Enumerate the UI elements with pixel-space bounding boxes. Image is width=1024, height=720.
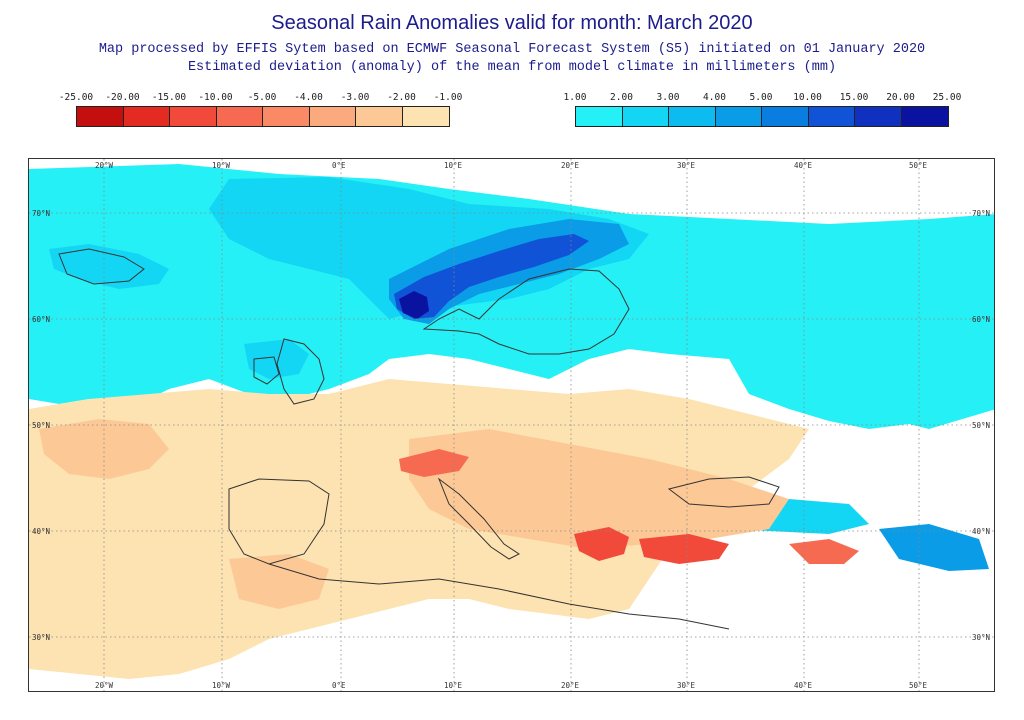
lon-label-20e-bottom: 20°E bbox=[561, 681, 580, 690]
anomaly-field-iceland bbox=[49, 244, 169, 289]
map-subtitle-processing: Map processed by EFFIS Sytem based on EC… bbox=[98, 42, 926, 57]
anomaly-field-caspian bbox=[879, 524, 989, 571]
legend-tick-label: 10.00 bbox=[793, 92, 822, 103]
lon-label-0e-bottom: 0°E bbox=[332, 681, 346, 690]
graticule bbox=[29, 159, 994, 691]
lon-label-50e-top: 50°E bbox=[909, 161, 928, 170]
coastline-ireland bbox=[253, 356, 280, 385]
legend-tick-label: -15.00 bbox=[151, 92, 187, 103]
anomaly-field-balkans-max bbox=[574, 527, 629, 561]
anomaly-map-canvas bbox=[29, 159, 994, 691]
lat-label-70n-right: 70°N bbox=[972, 209, 991, 218]
legend-tick-label: 25.00 bbox=[932, 92, 962, 103]
map-title: Seasonal Rain Anomalies valid for month:… bbox=[271, 12, 753, 34]
legend-tick-label: 3.00 bbox=[656, 92, 680, 103]
legend-tick-label: 20.00 bbox=[886, 92, 915, 103]
legend-swatch bbox=[808, 107, 855, 126]
coastline-iberia bbox=[228, 478, 330, 565]
legend-swatch bbox=[309, 107, 356, 126]
legend-swatch bbox=[855, 107, 902, 126]
coastline-italy bbox=[437, 477, 520, 560]
legend-tick-label: 4.00 bbox=[703, 92, 726, 103]
legend-swatch bbox=[263, 107, 310, 126]
legend-swatch bbox=[170, 107, 217, 126]
legend-tick-label: -5.00 bbox=[247, 92, 277, 103]
lon-label-50e-bottom: 50°E bbox=[909, 681, 928, 690]
anomaly-field-anatolia-max bbox=[789, 539, 859, 564]
lon-label-40e-bottom: 40°E bbox=[794, 681, 813, 690]
legend-tick-label: 15.00 bbox=[839, 92, 869, 103]
legend-tick-label: -2.00 bbox=[387, 92, 416, 103]
legend-swatch bbox=[356, 107, 403, 126]
lat-label-60n-left: 60°N bbox=[32, 315, 51, 324]
lon-label-20e-top: 20°E bbox=[561, 161, 580, 170]
coastline-iceland bbox=[58, 248, 145, 285]
legend-tick-label: -25.00 bbox=[58, 92, 94, 103]
legend-tick-label: -4.00 bbox=[294, 92, 323, 103]
anomaly-field-morocco-dry bbox=[229, 554, 329, 609]
legend-swatch bbox=[622, 107, 669, 126]
anomaly-field-british-isles bbox=[244, 339, 309, 379]
lat-label-30n-left: 30°N bbox=[32, 633, 51, 642]
lat-label-50n-right: 50°N bbox=[972, 421, 991, 430]
map-subtitle-units: Estimated deviation (anomaly) of the mea… bbox=[187, 60, 837, 75]
legend-swatch bbox=[901, 107, 948, 126]
legend-swatch bbox=[715, 107, 762, 126]
anomaly-field-eastern-europe bbox=[729, 359, 909, 429]
lon-label-30e-top: 30°E bbox=[677, 161, 696, 170]
lon-label-10e-bottom: 10°E bbox=[444, 681, 463, 690]
anomaly-field-mediterranean-dry bbox=[409, 429, 789, 549]
negative-anomaly-fields bbox=[29, 379, 859, 679]
lon-label-20w-top: 20°W bbox=[95, 161, 114, 170]
legend-tick-label: -1.00 bbox=[433, 92, 463, 103]
legend-positive-color-bar bbox=[575, 106, 949, 127]
legend-swatch bbox=[123, 107, 170, 126]
lon-label-30e-bottom: 30°E bbox=[677, 681, 696, 690]
coastline-north-africa bbox=[268, 563, 730, 630]
lat-label-50n-left: 50°N bbox=[32, 421, 51, 430]
legend-tick-label: 2.00 bbox=[610, 92, 633, 103]
lon-label-10e-top: 10°E bbox=[444, 161, 463, 170]
lat-label-40n-right: 40°N bbox=[972, 527, 991, 536]
anomaly-map: 20°W 10°W 0°E 10°E 20°E 30°E 40°E 50°E 2… bbox=[28, 158, 995, 692]
lon-label-10w-bottom: 10°W bbox=[212, 681, 231, 690]
lat-label-60n-right: 60°N bbox=[972, 315, 991, 324]
legend-swatch bbox=[576, 107, 623, 126]
legend-swatch bbox=[216, 107, 263, 126]
coastline-black-sea bbox=[667, 476, 780, 508]
legend-swatch bbox=[402, 107, 449, 126]
lon-label-20w-bottom: 20°W bbox=[95, 681, 114, 690]
lon-label-0e-top: 0°E bbox=[332, 161, 346, 170]
anomaly-field-norwegian-sea bbox=[209, 177, 649, 319]
coastlines bbox=[58, 248, 780, 630]
legend-negative-color-bar bbox=[76, 106, 450, 127]
legend-swatch bbox=[669, 107, 716, 126]
lon-label-40e-top: 40°E bbox=[794, 161, 813, 170]
lat-label-40n-left: 40°N bbox=[32, 527, 51, 536]
coastline-scandinavia bbox=[422, 268, 630, 355]
anomaly-field-alps-max bbox=[399, 449, 469, 477]
legend-tick-label: -20.00 bbox=[105, 92, 140, 103]
lat-label-30n-right: 30°N bbox=[972, 633, 991, 642]
coastline-british-isles bbox=[276, 338, 325, 405]
legend-tick-label: -10.00 bbox=[198, 92, 233, 103]
legend-swatch bbox=[77, 107, 124, 126]
anomaly-field-scandinavia-max bbox=[394, 234, 589, 319]
legend-swatch bbox=[762, 107, 809, 126]
legend-tick-label: 1.00 bbox=[563, 92, 587, 103]
anomaly-field-norway-coast-max bbox=[399, 291, 429, 319]
lon-label-10w-top: 10°W bbox=[212, 161, 231, 170]
lat-label-70n-left: 70°N bbox=[32, 209, 51, 218]
legend-tick-label: 5.00 bbox=[749, 92, 773, 103]
anomaly-field-atlantic-dry bbox=[39, 419, 169, 479]
anomaly-field-aegean-max bbox=[639, 534, 729, 564]
legend-tick-label: -3.00 bbox=[340, 92, 370, 103]
